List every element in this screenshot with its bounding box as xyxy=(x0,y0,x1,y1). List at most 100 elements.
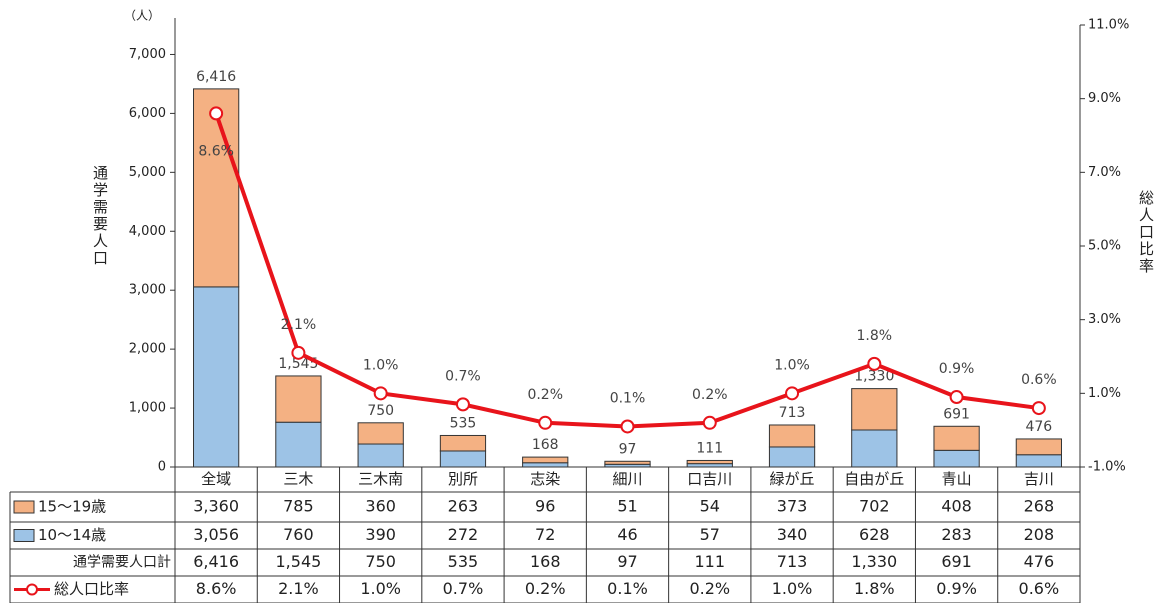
line-marker xyxy=(455,397,470,412)
line-label: 1.0% xyxy=(774,357,810,373)
line-label: 0.7% xyxy=(445,368,481,384)
line-label: 1.0% xyxy=(363,357,399,373)
legend-label: 10～14歳 xyxy=(38,526,106,544)
y-tick-label: 0 xyxy=(158,460,166,475)
bar xyxy=(604,460,651,465)
y-axis-title: 通学需要人口 xyxy=(91,165,109,267)
line-marker xyxy=(538,415,553,430)
line-marker xyxy=(373,386,388,401)
table-cell: 1.0% xyxy=(360,579,401,598)
table-cell: 51 xyxy=(617,497,637,516)
bar xyxy=(851,429,898,468)
table-cell: 360 xyxy=(365,497,396,516)
table-cell: 208 xyxy=(1024,525,1055,544)
table-cell: 0.9% xyxy=(936,579,977,598)
line-marker xyxy=(1031,401,1046,416)
table-cell: 46 xyxy=(617,525,637,544)
category-label: 志染 xyxy=(530,470,560,488)
bar xyxy=(193,88,240,288)
y2-tick-label: 11.0% xyxy=(1088,18,1129,33)
table-cell: 785 xyxy=(283,497,314,516)
y-tick-label: 1,000 xyxy=(129,401,166,416)
line-marker xyxy=(949,390,964,405)
table-cell: 283 xyxy=(941,525,972,544)
line-marker xyxy=(785,386,800,401)
line-label: 0.2% xyxy=(692,387,728,403)
table-cell: 54 xyxy=(700,497,720,516)
category-label: 細川 xyxy=(612,470,642,488)
category-label: 青山 xyxy=(942,470,972,488)
y2-tick-label: 7.0% xyxy=(1088,165,1121,180)
table-cell: 0.2% xyxy=(525,579,566,598)
total-label: 713 xyxy=(779,405,806,421)
bar xyxy=(768,446,816,468)
total-label: 97 xyxy=(619,441,637,457)
table-cell: 6,416 xyxy=(193,552,239,571)
table-cell: 263 xyxy=(448,497,479,516)
table-cell: 750 xyxy=(365,552,396,571)
legend-swatch xyxy=(26,583,38,596)
bar xyxy=(933,425,980,451)
bar xyxy=(439,434,487,452)
category-label: 口吉川 xyxy=(687,470,732,488)
table-cell: 760 xyxy=(283,525,314,544)
total-label: 168 xyxy=(532,437,559,453)
y-unit: （人） xyxy=(124,9,160,23)
table-cell: 97 xyxy=(617,552,637,571)
table-cell: 8.6% xyxy=(196,579,237,598)
category-label: 吉川 xyxy=(1024,470,1054,488)
bar xyxy=(1015,454,1062,468)
table-cell: 713 xyxy=(777,552,808,571)
line-marker xyxy=(620,419,635,434)
y2-tick-label: 1.0% xyxy=(1088,386,1121,401)
category-label: 三木南 xyxy=(358,470,403,488)
table-cell: 373 xyxy=(777,497,808,516)
table-cell: 535 xyxy=(448,552,479,571)
y-tick-label: 7,000 xyxy=(129,47,166,62)
bar xyxy=(686,459,733,465)
table-cell: 1.8% xyxy=(854,579,895,598)
table-cell: 111 xyxy=(694,552,725,571)
bar xyxy=(851,388,898,431)
bar xyxy=(522,462,569,468)
table-cell: 1,545 xyxy=(276,552,322,571)
table-cell: 0.1% xyxy=(607,579,648,598)
line-label: 2.1% xyxy=(281,317,317,333)
bar xyxy=(768,424,816,448)
line-label: 0.9% xyxy=(939,361,975,377)
line-label: 0.2% xyxy=(527,387,563,403)
total-label: 691 xyxy=(943,406,970,422)
table-cell: 268 xyxy=(1024,497,1055,516)
category-label: 全域 xyxy=(201,470,231,488)
total-label: 1,330 xyxy=(854,369,894,385)
table-cell: 0.7% xyxy=(443,579,484,598)
table-cell: 340 xyxy=(777,525,808,544)
category-label: 三木 xyxy=(283,470,313,488)
table-cell: 3,056 xyxy=(193,525,239,544)
line-marker xyxy=(291,345,306,360)
table-cell: 96 xyxy=(535,497,555,516)
table-cell: 1,330 xyxy=(851,552,897,571)
bar xyxy=(439,450,487,468)
y-tick-label: 4,000 xyxy=(129,224,166,239)
y-tick-label: 5,000 xyxy=(129,165,166,180)
y-tick-label: 2,000 xyxy=(129,342,166,357)
line-marker xyxy=(867,356,882,371)
line-marker xyxy=(702,415,717,430)
table-cell: 0.6% xyxy=(1019,579,1060,598)
table-cell: 272 xyxy=(448,525,479,544)
total-label: 6,416 xyxy=(196,69,236,85)
table-cell: 0.2% xyxy=(689,579,730,598)
table-cell: 390 xyxy=(365,525,396,544)
table-cell: 3,360 xyxy=(193,497,239,516)
table-cell: 476 xyxy=(1024,552,1055,571)
table-cell: 628 xyxy=(859,525,890,544)
y2-axis-title: 総人口比率 xyxy=(1137,190,1155,275)
line-label: 8.6% xyxy=(198,143,234,159)
bar xyxy=(357,443,404,468)
line xyxy=(214,112,1040,429)
total-label: 535 xyxy=(450,415,477,431)
category-label: 別所 xyxy=(448,470,478,488)
line-label: 0.1% xyxy=(610,390,646,406)
category-label: 自由が丘 xyxy=(844,470,904,488)
